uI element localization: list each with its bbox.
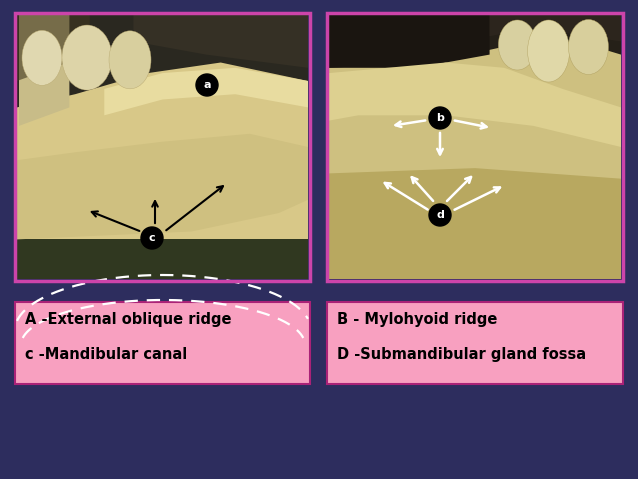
Bar [15,13,310,281]
Ellipse shape [62,25,112,90]
Text: D -Submandibular gland fossa: D -Submandibular gland fossa [337,347,586,362]
Polygon shape [133,15,308,68]
Text: c -Mandibular canal: c -Mandibular canal [25,347,187,362]
Polygon shape [329,15,489,68]
Ellipse shape [498,20,537,70]
Text: d: d [436,210,444,220]
Text: c: c [149,233,155,243]
Ellipse shape [528,20,570,82]
Bar [17,240,308,279]
Polygon shape [17,134,308,240]
Ellipse shape [22,30,62,85]
Bar [15,302,310,384]
Ellipse shape [109,31,151,89]
Polygon shape [104,68,308,115]
Polygon shape [329,168,621,279]
Polygon shape [19,15,70,126]
Polygon shape [329,63,621,147]
Text: b: b [436,113,444,123]
Polygon shape [17,15,90,81]
Polygon shape [17,63,308,279]
Circle shape [429,204,451,226]
Circle shape [196,74,218,96]
Circle shape [429,107,451,129]
Polygon shape [329,41,621,279]
Ellipse shape [568,20,609,75]
Polygon shape [489,15,621,41]
Text: B - Mylohyoid ridge: B - Mylohyoid ridge [337,312,498,327]
Bar [327,302,623,384]
Text: a: a [204,80,211,90]
Bar [327,13,623,281]
Bar [17,15,308,279]
Circle shape [141,227,163,249]
Bar [329,15,621,279]
Text: A -External oblique ridge: A -External oblique ridge [25,312,232,327]
